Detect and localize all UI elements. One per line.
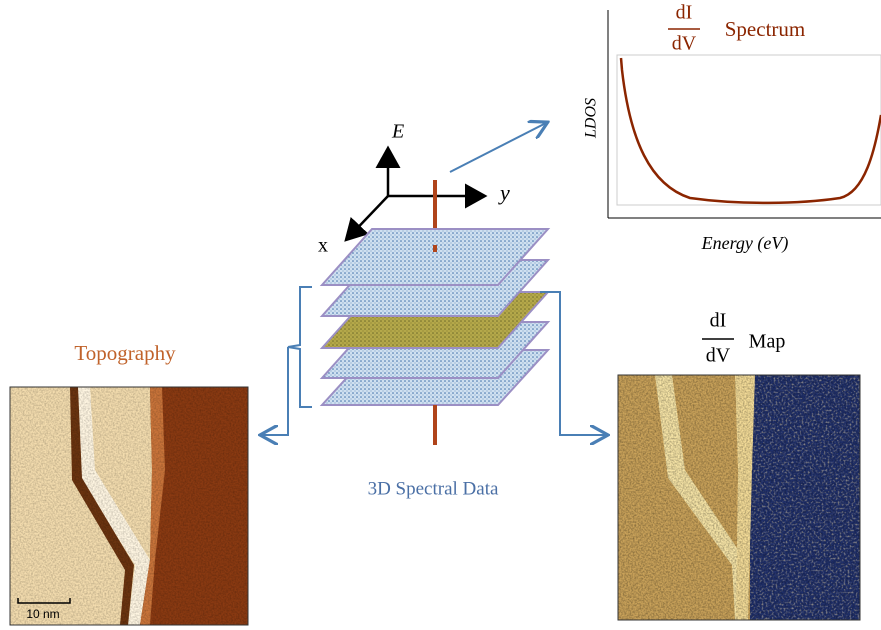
spectrum-curve bbox=[621, 58, 881, 203]
x-axis-label: x bbox=[318, 235, 328, 257]
topography-image bbox=[10, 387, 248, 625]
spectrum-denominator: dV bbox=[672, 33, 697, 55]
bracket bbox=[288, 287, 312, 407]
map-title: Map bbox=[749, 331, 786, 353]
spectrum-title: Spectrum bbox=[725, 17, 805, 41]
diagram: dI dV Spectrum LDOS Energy (eV) E y x 3D… bbox=[0, 0, 881, 630]
spectrum-numerator: dI bbox=[676, 2, 693, 24]
y-label: LDOS bbox=[583, 98, 600, 139]
y-axis-label: y bbox=[498, 180, 510, 205]
arrow-to-spectrum bbox=[450, 123, 546, 172]
map-denominator: dV bbox=[706, 345, 731, 367]
axis-triad bbox=[346, 148, 485, 240]
map-numerator: dI bbox=[710, 310, 727, 332]
arrow-to-topography bbox=[262, 347, 288, 435]
spectrum-plot: dI dV Spectrum LDOS Energy (eV) bbox=[583, 2, 881, 255]
e-axis-label: E bbox=[391, 121, 404, 143]
plot-frame bbox=[617, 55, 881, 205]
topography-title: Topography bbox=[74, 341, 176, 365]
map-image bbox=[618, 375, 860, 620]
stack-label: 3D Spectral Data bbox=[368, 478, 499, 499]
x-label: Energy (eV) bbox=[701, 233, 789, 254]
arrow-to-map bbox=[540, 292, 606, 435]
plane-stack bbox=[322, 229, 548, 405]
scale-bar-label: 10 nm bbox=[26, 607, 59, 621]
